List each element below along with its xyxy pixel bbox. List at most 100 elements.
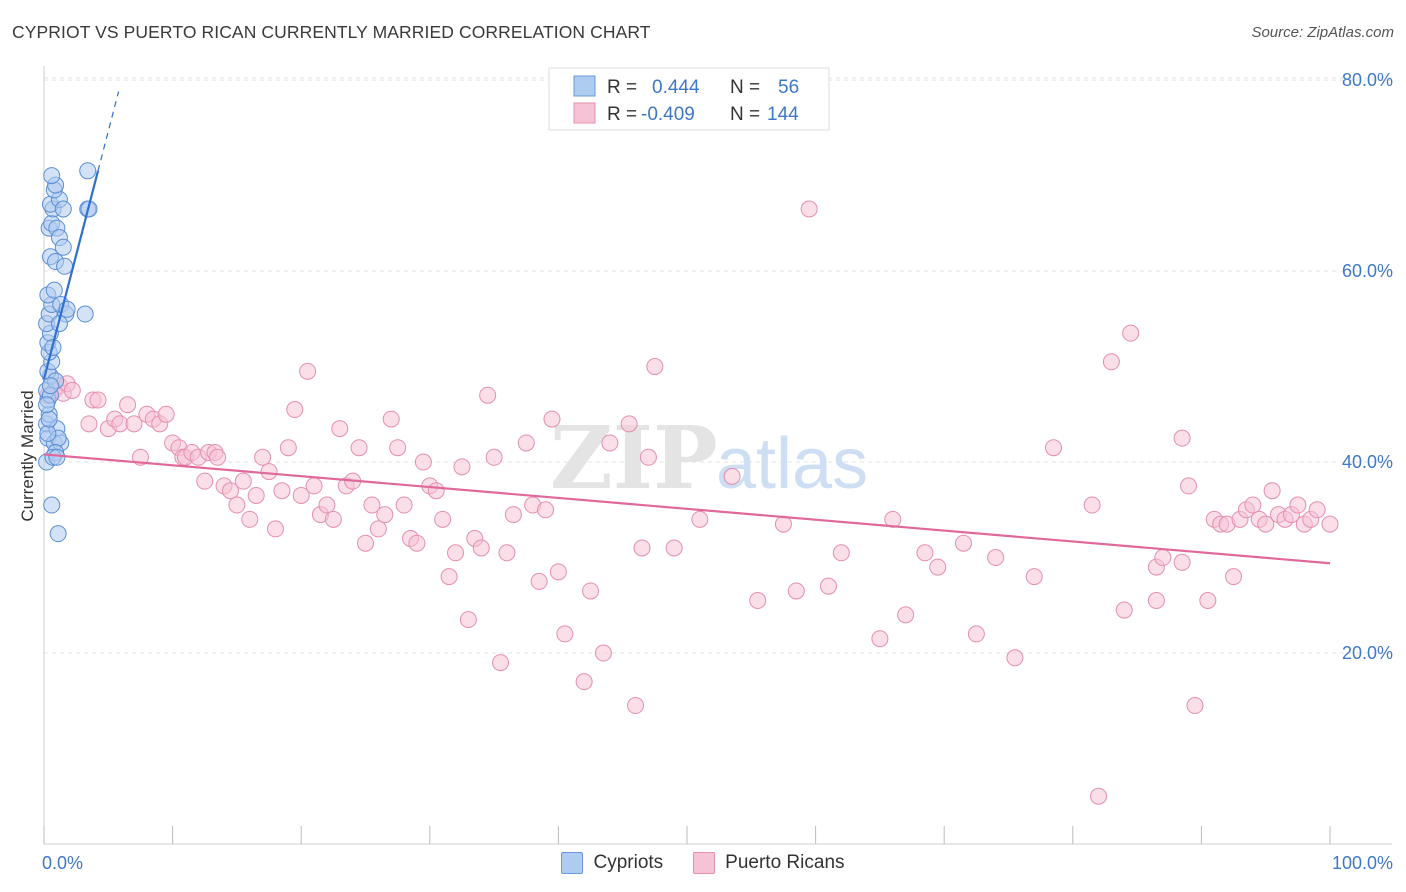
puerto-ricans-point-80 — [549, 563, 567, 581]
series-legend-cypriots: Cypriots — [561, 852, 663, 874]
puerto-ricans-point-53 — [369, 520, 387, 538]
legend-swatch-puerto-ricans — [573, 102, 596, 124]
puerto-ricans-point-50 — [350, 439, 368, 457]
puerto-ricans-point-132 — [1257, 515, 1275, 533]
puerto-ricans-point-84 — [594, 644, 612, 662]
puerto-ricans-points — [39, 200, 1339, 805]
cypriots-trendline-extension — [97, 91, 120, 171]
legend-r-value-cypriots: 0.444 — [652, 77, 700, 98]
cypriots-point-28 — [54, 200, 72, 218]
puerto-ricans-point-90 — [646, 358, 664, 376]
puerto-ricans-label: Puerto Ricans — [725, 852, 845, 873]
cypriots-point-49 — [48, 448, 66, 466]
puerto-ricans-point-93 — [723, 467, 741, 485]
puerto-ricans-point-32 — [234, 472, 252, 490]
chart-title: CYPRIOT VS PUERTO RICAN CURRENTLY MARRIE… — [12, 22, 651, 42]
gridlines — [44, 77, 1392, 654]
puerto-ricans-point-96 — [787, 582, 805, 600]
puerto-ricans-point-100 — [871, 630, 889, 648]
puerto-ricans-point-88 — [633, 539, 651, 557]
puerto-ricans-point-118 — [1154, 549, 1172, 567]
puerto-ricans-point-137 — [1289, 496, 1307, 514]
puerto-ricans-point-115 — [1122, 324, 1140, 342]
puerto-ricans-point-11 — [111, 415, 129, 433]
puerto-ricans-point-38 — [273, 482, 291, 500]
y-axis-label: Currently Married — [18, 390, 37, 521]
puerto-ricans-point-99 — [832, 544, 850, 562]
cypriots-point-51 — [49, 525, 67, 543]
legend-n-label-cypriots: N = — [730, 77, 760, 98]
x-tick-labels: 0.0% 100.0% — [42, 853, 1393, 873]
legend-swatch-cypriots — [573, 75, 596, 97]
puerto-ricans-point-79 — [543, 410, 561, 428]
puerto-ricans-point-73 — [498, 544, 516, 562]
puerto-ricans-point-87 — [627, 697, 645, 715]
puerto-ricans-point-63 — [434, 510, 452, 528]
puerto-ricans-point-97 — [800, 200, 818, 218]
puerto-ricans-point-78 — [537, 501, 555, 519]
puerto-ricans-point-46 — [324, 510, 342, 528]
trend-lines — [42, 91, 1331, 565]
puerto-ricans-point-70 — [479, 386, 497, 404]
puerto-ricans-point-107 — [987, 549, 1005, 567]
puerto-ricans-point-116 — [1147, 592, 1165, 610]
puerto-ricans-point-82 — [575, 673, 593, 691]
puerto-ricans-point-62 — [427, 482, 445, 500]
puerto-ricans-point-108 — [1006, 649, 1024, 667]
puerto-ricans-point-119 — [1173, 429, 1191, 447]
x-tick-label-0: 0.0% — [42, 853, 83, 873]
puerto-ricans-point-89 — [639, 448, 657, 466]
puerto-ricans-point-130 — [1244, 496, 1262, 514]
legend-r-value-puerto-ricans: -0.409 — [641, 104, 695, 125]
puerto-ricans-point-72 — [492, 654, 510, 672]
cypriots-trendline — [42, 170, 100, 380]
legend-n-value-cypriots: 56 — [778, 77, 799, 98]
puerto-ricans-point-102 — [897, 606, 915, 624]
puerto-ricans-point-6 — [80, 415, 98, 433]
puerto-ricans-point-98 — [819, 577, 837, 595]
puerto-ricans-point-34 — [247, 486, 265, 504]
puerto-ricans-point-109 — [1025, 568, 1043, 586]
cypriots-point-16 — [45, 281, 63, 299]
puerto-ricans-point-112 — [1090, 787, 1108, 805]
puerto-ricans-point-120 — [1173, 553, 1191, 571]
cypriots-point-33 — [54, 238, 72, 256]
puerto-ricans-point-114 — [1115, 601, 1133, 619]
puerto-ricans-point-123 — [1199, 592, 1217, 610]
puerto-ricans-point-81 — [556, 625, 574, 643]
legend-box — [548, 67, 830, 131]
cypriots-point-38 — [76, 305, 94, 323]
cypriots-point-54 — [38, 396, 56, 414]
series-legend: Cypriots Puerto Ricans — [0, 852, 1406, 874]
chart-source: Source: ZipAtlas.com — [1251, 24, 1394, 41]
puerto-ricans-point-94 — [749, 592, 767, 610]
puerto-ricans-point-64 — [440, 568, 458, 586]
x-tick-label-1: 100.0% — [1332, 853, 1393, 873]
puerto-ricans-point-67 — [459, 611, 477, 629]
puerto-ricans-point-104 — [929, 558, 947, 576]
puerto-ricans-point-140 — [1308, 501, 1326, 519]
cypriots-point-31 — [79, 162, 97, 180]
puerto-ricans-point-127 — [1225, 568, 1243, 586]
cypriots-point-27 — [43, 167, 61, 185]
puerto-ricans-point-51 — [357, 534, 374, 552]
puerto-ricans-point-52 — [363, 496, 381, 514]
cypriots-point-34 — [56, 257, 74, 275]
legend-r-label-cypriots: R = — [607, 77, 637, 98]
puerto-ricans-point-83 — [582, 582, 600, 600]
puerto-ricans-point-31 — [228, 496, 246, 514]
watermark: ZIP atlas — [550, 408, 868, 509]
puerto-ricans-swatch — [693, 852, 716, 874]
puerto-ricans-point-92 — [691, 510, 709, 528]
cypriots-point-50 — [43, 496, 61, 514]
y-tick-label-1: 40.0% — [1342, 452, 1393, 472]
puerto-ricans-point-75 — [517, 434, 535, 452]
puerto-ricans-point-66 — [453, 458, 471, 476]
puerto-ricans-point-69 — [472, 539, 490, 557]
cypriots-point-55 — [41, 377, 59, 395]
puerto-ricans-point-18 — [157, 405, 175, 423]
puerto-ricans-point-60 — [414, 453, 432, 471]
puerto-ricans-point-55 — [382, 410, 400, 428]
cypriots-point-52 — [39, 424, 57, 442]
